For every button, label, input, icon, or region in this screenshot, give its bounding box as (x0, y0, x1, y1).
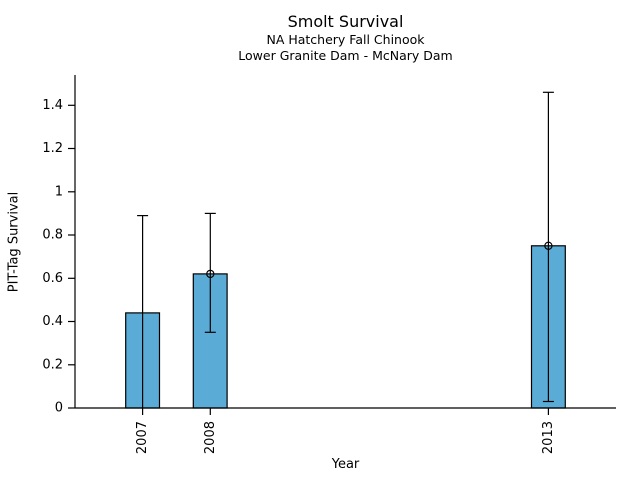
y-tick-label-0.6: 0.6 (42, 271, 63, 286)
y-tick-label-0: 0 (55, 401, 63, 416)
x-tick-label-2007: 2007 (135, 421, 150, 454)
point-marker-2008 (206, 269, 215, 279)
x-tick-label-2008: 2008 (203, 421, 218, 454)
x-tick-label-2013: 2013 (541, 421, 556, 454)
chart-subtitle-1: NA Hatchery Fall Chinook (266, 32, 425, 48)
y-tick-label-1.4: 1.4 (42, 98, 63, 113)
y-tick-label-0.2: 0.2 (42, 357, 63, 372)
y-tick-label-0.8: 0.8 (42, 228, 63, 243)
chart-subtitle-2: Lower Granite Dam - McNary Dam (238, 48, 453, 64)
chart-title: Smolt Survival (287, 12, 404, 31)
y-tick-label-1: 1 (55, 184, 63, 199)
y-tick-label-1.2: 1.2 (42, 141, 63, 156)
y-tick-label-0.4: 0.4 (42, 314, 63, 329)
point-marker-2013 (544, 241, 553, 250)
x-axis-label: Year (331, 457, 360, 472)
title-block: Smolt Survival NA Hatchery Fall Chinook … (75, 12, 616, 63)
